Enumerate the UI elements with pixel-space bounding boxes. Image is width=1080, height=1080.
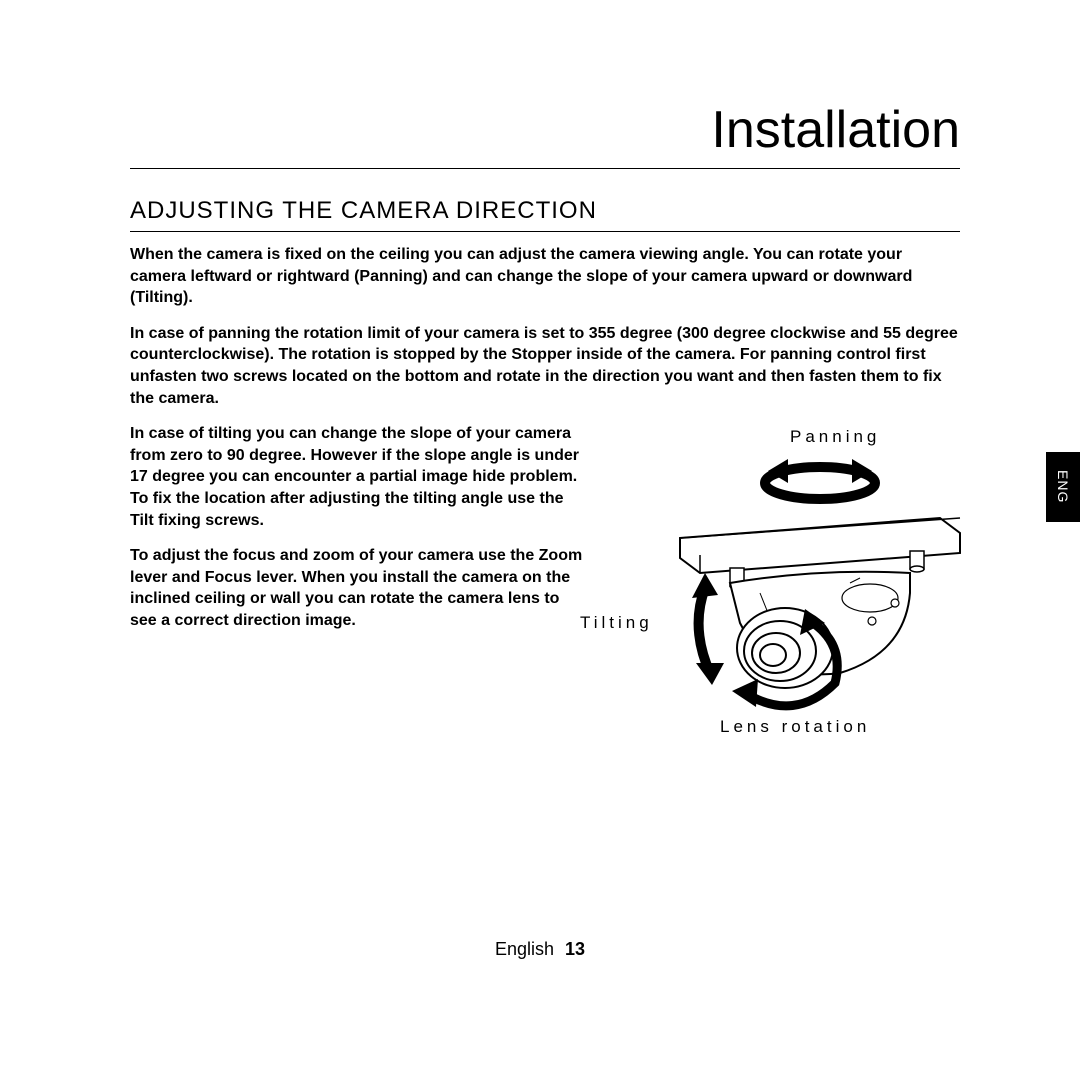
footer-page-number: 13 bbox=[565, 939, 585, 959]
label-panning: Panning bbox=[790, 427, 880, 447]
language-tab: ENG bbox=[1046, 452, 1080, 522]
paragraph-2: In case of panning the rotation limit of… bbox=[130, 323, 960, 409]
page-footer: English 13 bbox=[0, 939, 1080, 960]
paragraph-3: In case of tilting you can change the sl… bbox=[130, 423, 590, 531]
section-heading: ADJUSTING THE CAMERA DIRECTION bbox=[130, 197, 960, 225]
paragraph-4: To adjust the focus and zoom of your cam… bbox=[130, 545, 590, 631]
section-rule bbox=[130, 231, 960, 232]
language-tab-label: ENG bbox=[1055, 470, 1071, 503]
chapter-title: Installation bbox=[130, 100, 960, 160]
panning-arrows-icon bbox=[765, 459, 875, 499]
label-lens-rotation: Lens rotation bbox=[720, 717, 870, 737]
footer-language: English bbox=[495, 939, 554, 959]
camera-diagram: Panning Tilting Lens rotation bbox=[610, 423, 970, 743]
title-rule bbox=[130, 168, 960, 169]
label-tilting: Tilting bbox=[580, 613, 653, 633]
paragraph-1: When the camera is fixed on the ceiling … bbox=[130, 244, 960, 309]
tilting-arrow-icon bbox=[692, 573, 724, 685]
camera-svg bbox=[610, 423, 970, 743]
